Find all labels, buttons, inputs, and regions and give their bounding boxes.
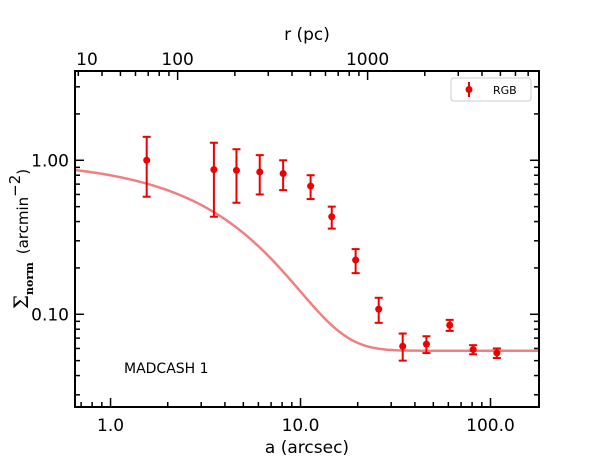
point-marker: [422, 340, 430, 348]
legend-label-rgb: RGB: [493, 84, 517, 97]
data-point: [469, 344, 478, 356]
point-marker: [399, 342, 407, 350]
point-marker: [328, 213, 336, 221]
legend: RGB: [450, 77, 532, 102]
legend-box: [450, 77, 532, 102]
data-point: [398, 332, 407, 362]
point-marker: [210, 166, 218, 174]
y-label-unit-open: (arcmin: [14, 197, 32, 254]
legend-point-marker: [465, 86, 473, 93]
point-marker: [493, 349, 501, 357]
data-point: [327, 205, 336, 230]
data-point: [374, 296, 383, 324]
plot-frame: [74, 70, 540, 408]
y-label-symbol: Σ: [9, 295, 33, 309]
x-tick-label: 1.0: [97, 416, 124, 436]
data-point: [351, 248, 360, 275]
y-tick-label: 1.00: [31, 151, 69, 171]
data-point: [445, 318, 454, 332]
x-tick-label: 100.0: [466, 416, 515, 436]
point-marker: [279, 170, 287, 178]
annotation-madcash: MADCASH 1: [124, 361, 209, 377]
ticks-layer: 1.0 10.0 100.0 10 100 1000 1.00 0.10: [31, 50, 539, 436]
y-label-subscript: norm: [23, 262, 36, 295]
x-axis-label: a (arcsec): [265, 438, 349, 458]
point-marker: [307, 182, 315, 190]
top-tick-label: 100: [161, 50, 193, 70]
fit-curve: [74, 168, 539, 352]
top-tick-label: 10: [76, 50, 98, 70]
point-marker: [256, 168, 264, 176]
x-tick-label: 10.0: [282, 416, 320, 436]
data-point: [422, 335, 431, 355]
point-marker: [352, 256, 360, 264]
data-point: [255, 154, 264, 196]
point-marker: [375, 305, 383, 313]
y-label-unit-exponent: −2: [6, 175, 24, 197]
data-point: [232, 148, 241, 204]
top-tick-label: 1000: [346, 50, 389, 70]
point-marker: [446, 321, 454, 329]
data-point: [306, 174, 315, 201]
svg-text:Σnorm(arcmin−2): Σnorm (arcmin−2): [6, 169, 36, 309]
data-point: [209, 141, 218, 218]
point-marker: [143, 156, 151, 164]
y-axis-label: Σnorm (arcmin−2): [6, 169, 36, 309]
fit-curve-layer: [74, 168, 539, 352]
data-point: [142, 135, 151, 198]
top-axis-label: r (pc): [284, 25, 330, 45]
point-marker: [232, 166, 240, 174]
y-tick-label: 0.10: [31, 305, 69, 325]
y-label-unit-close: ): [14, 169, 32, 175]
data-point: [279, 159, 288, 192]
data-points-layer: [142, 135, 501, 362]
point-marker: [469, 346, 477, 354]
data-point: [492, 347, 501, 360]
